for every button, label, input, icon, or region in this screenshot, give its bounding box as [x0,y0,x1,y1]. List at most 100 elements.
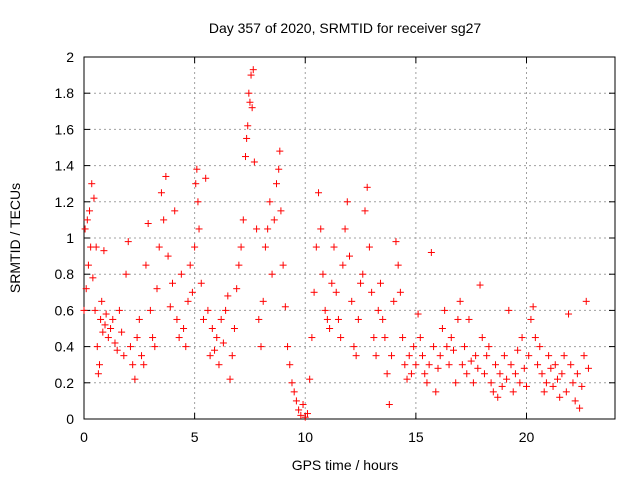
data-point [469,379,477,387]
data-point [204,306,212,314]
data-point [192,180,200,188]
data-point [538,370,546,378]
data-point [286,361,294,369]
data-point [443,343,451,351]
data-point [496,370,504,378]
data-point [536,343,544,351]
data-point [352,352,360,360]
data-point [138,352,146,360]
data-point [197,279,205,287]
data-point [164,252,172,260]
data-point [511,370,519,378]
data-point [153,285,161,293]
data-point [86,207,94,215]
data-point [414,310,422,318]
data-point [111,339,119,347]
data-point [199,315,207,323]
data-point [107,325,115,332]
y-tick-label: 0.4 [55,339,75,355]
data-point [224,292,232,300]
data-point [104,334,112,342]
data-point [312,243,320,251]
data-point [82,285,90,293]
data-point [244,122,252,130]
data-point [249,66,257,74]
data-point [438,325,446,332]
data-point [341,225,349,233]
data-point [80,306,88,314]
data-point [261,243,269,251]
y-tick-label: 1 [66,230,74,246]
data-point [534,361,542,369]
data-point [376,279,384,287]
data-point [368,288,376,296]
data-point [452,379,460,387]
data-point [396,288,404,296]
data-point [419,352,427,360]
data-point [101,321,109,329]
data-point [177,270,185,278]
data-point [354,315,362,323]
data-point [467,357,475,365]
data-point [162,172,170,180]
data-point [268,270,276,278]
x-tick-label: 10 [297,429,313,445]
data-point [447,334,455,342]
data-point [454,315,462,323]
y-tick-label: 1.2 [55,194,75,210]
data-point [295,406,303,414]
data-point [507,361,515,369]
data-point [160,216,168,224]
data-point [372,352,380,360]
data-point [306,375,314,383]
data-point [95,361,103,369]
data-point [135,315,143,323]
data-point [275,165,283,173]
data-point [149,334,157,342]
data-point [81,225,89,233]
data-point [425,361,433,369]
x-tick-label: 0 [80,429,88,445]
data-point [427,248,435,256]
y-tick-label: 0.6 [55,302,75,318]
data-point [449,346,457,354]
data-point [476,281,484,289]
data-point [235,261,243,269]
data-point [518,334,526,342]
data-point [257,343,265,351]
data-point [388,352,396,360]
data-point [337,334,345,342]
data-point [113,346,121,354]
data-point [215,361,223,369]
y-tick-label: 0.8 [55,266,75,282]
data-point [247,71,255,79]
data-point [403,375,411,383]
data-point [365,243,373,251]
data-point [245,89,253,97]
data-point [100,247,108,255]
y-tick-label: 0 [66,411,74,427]
data-point [558,370,566,378]
data-point [485,343,493,351]
data-point [582,297,590,305]
data-point [416,334,424,342]
data-point [394,261,402,269]
data-point [133,334,141,342]
data-point [343,198,351,206]
data-point [573,370,581,378]
data-point [98,297,106,305]
data-point [188,288,196,296]
data-point [584,364,592,372]
data-point [297,411,305,419]
data-point [357,279,365,287]
data-point [146,306,154,314]
data-point [166,303,174,311]
data-point [208,325,216,332]
data-point [115,306,123,314]
data-point [118,328,126,336]
data-point [211,346,219,354]
data-point [330,243,338,251]
data-point [155,243,163,251]
data-point [246,98,254,106]
